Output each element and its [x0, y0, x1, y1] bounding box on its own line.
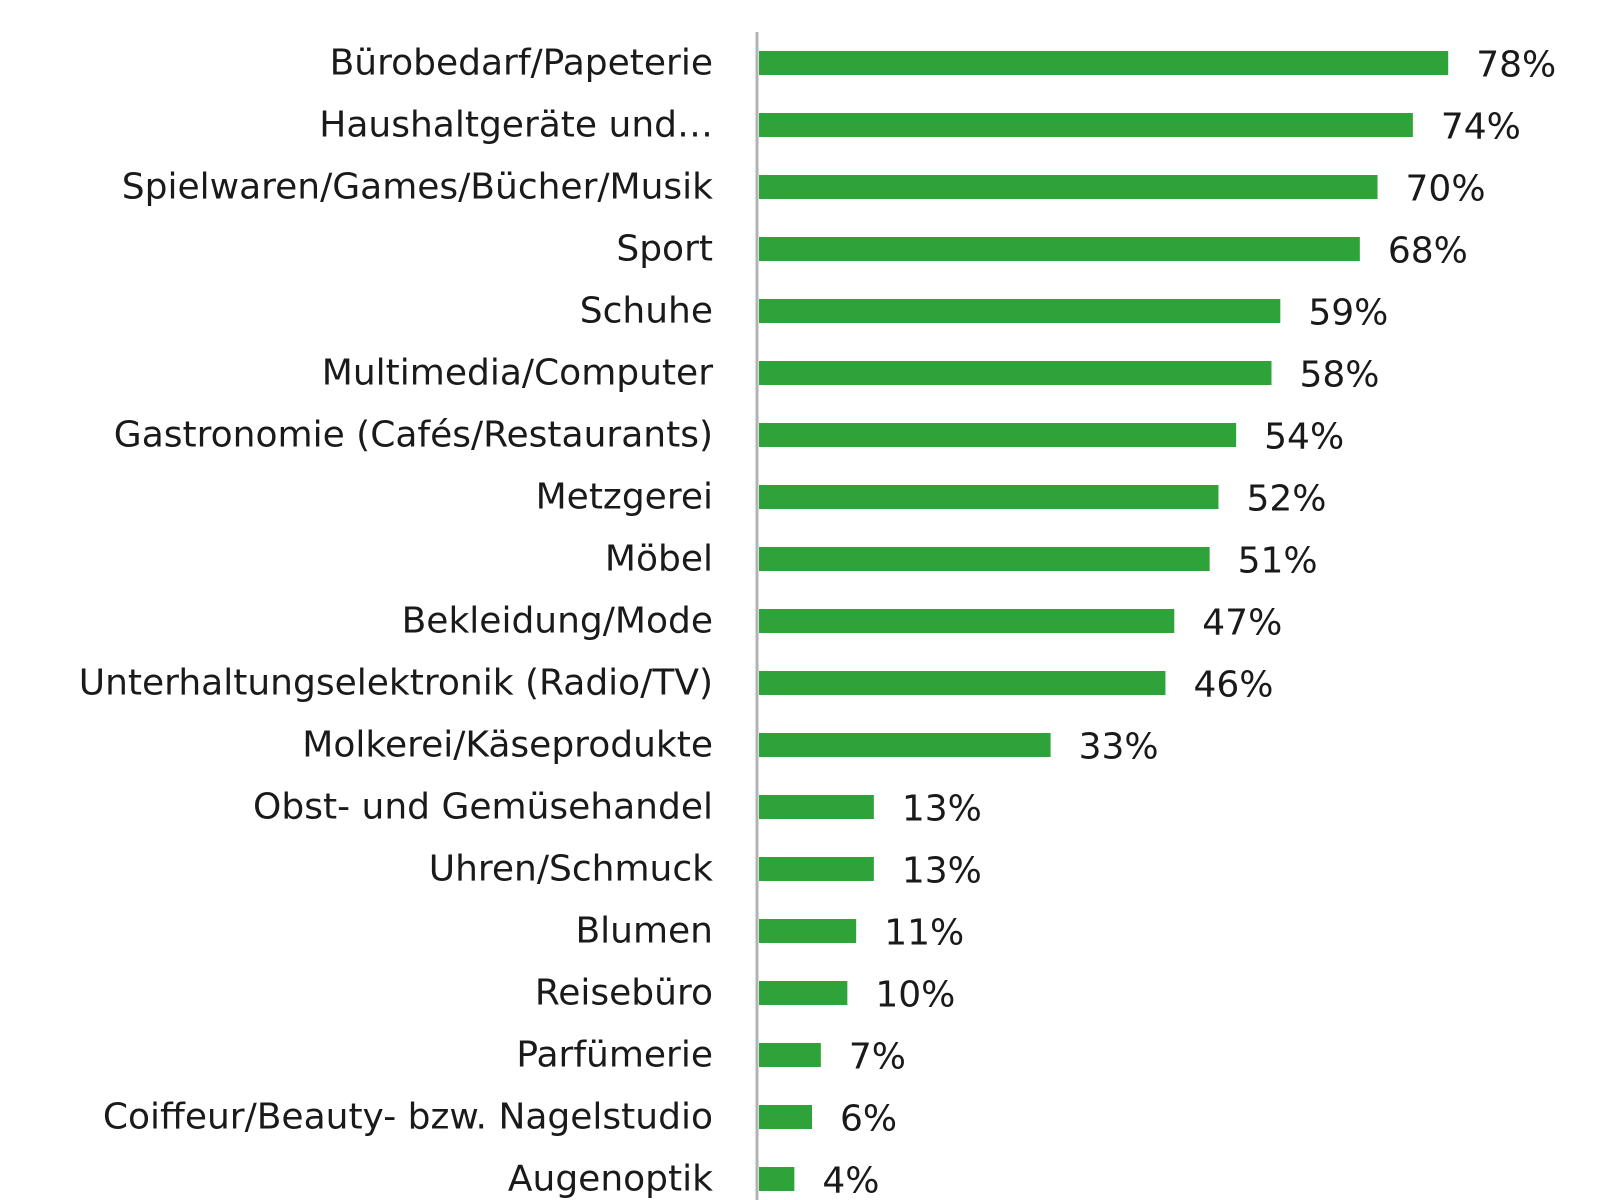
category-label: Bekleidung/Mode: [402, 601, 713, 642]
data-label: 70%: [1406, 169, 1486, 210]
category-label: Spielwaren/Games/Bücher/Musik: [122, 167, 713, 208]
bar: [759, 237, 1360, 261]
category-label: Blumen: [575, 911, 713, 952]
data-label: 6%: [840, 1099, 897, 1140]
category-label: Haushaltgeräte und…: [319, 105, 713, 146]
category-label: Molkerei/Käseprodukte: [302, 725, 713, 766]
data-label: 10%: [875, 975, 955, 1016]
bar: [759, 51, 1449, 75]
data-label: 4%: [822, 1161, 879, 1200]
bar: [759, 361, 1272, 385]
bar: [759, 795, 874, 819]
bar: [759, 919, 857, 943]
data-label: 59%: [1308, 293, 1388, 334]
data-label: 51%: [1238, 541, 1318, 582]
category-label: Unterhaltungselektronik (Radio/TV): [79, 663, 713, 704]
category-label: Coiffeur/Beauty- bzw. Nagelstudio: [103, 1097, 713, 1138]
category-label: Obst- und Gemüsehandel: [253, 787, 713, 828]
bar: [759, 175, 1378, 199]
bar: [759, 423, 1237, 447]
category-label: Parfümerie: [516, 1035, 713, 1076]
bar: [759, 1043, 821, 1067]
data-label: 13%: [902, 851, 982, 892]
data-label: 11%: [884, 913, 964, 954]
value-labels: 78% 74% 70% 68%59% 58% 54% 52% 51% 47% 46% 33% 13% 1…: [822, 45, 1556, 1200]
category-label: Uhren/Schmuck: [429, 849, 713, 890]
category-labels: Bürobedarf/Papeterie Haushaltgeräte und… S…: [79, 43, 713, 1200]
data-label: 54%: [1264, 417, 1344, 458]
data-label: 46%: [1193, 665, 1273, 706]
data-label: 78%: [1476, 45, 1556, 86]
category-label: Bürobedarf/Papeterie: [330, 43, 713, 84]
bar: [759, 485, 1219, 509]
category-label: Gastronomie (Cafés/Restaurants): [114, 415, 713, 456]
data-label: 52%: [1246, 479, 1326, 520]
bar: [759, 609, 1175, 633]
bar: [759, 113, 1413, 137]
bar: [759, 857, 874, 881]
bar: [759, 1167, 795, 1191]
category-label: Multimedia/Computer: [322, 353, 713, 394]
category-label: Sport: [616, 229, 713, 270]
data-label: 68%: [1388, 231, 1468, 272]
bar: [759, 733, 1051, 757]
bar: [759, 1105, 813, 1129]
bar: [759, 547, 1210, 571]
data-label: 13%: [902, 789, 982, 830]
data-label: 58%: [1299, 355, 1379, 396]
category-label: Augenoptik: [508, 1159, 713, 1200]
category-label: Möbel: [605, 539, 713, 580]
bars-layer: [759, 51, 1449, 1191]
data-label: 7%: [849, 1037, 906, 1078]
data-label: 33%: [1079, 727, 1159, 768]
data-label: 47%: [1202, 603, 1282, 644]
bar: [759, 299, 1281, 323]
category-label: Metzgerei: [536, 477, 713, 518]
category-label: Reisebüro: [535, 973, 713, 1014]
bar: [759, 671, 1166, 695]
bar: [759, 981, 848, 1005]
category-label: Schuhe: [580, 291, 713, 332]
data-label: 74%: [1441, 107, 1521, 148]
